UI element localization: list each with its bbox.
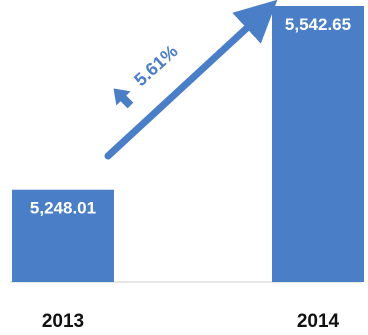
bar — [12, 189, 114, 282]
x-tick-label: 2013 — [42, 311, 84, 332]
x-tick-label: 2014 — [297, 311, 340, 332]
bar-2014: 5,542.65 — [272, 6, 364, 282]
growth-arrow — [104, 0, 278, 160]
data-label: 5,248.01 — [30, 199, 96, 218]
bar — [272, 6, 364, 282]
data-label: 5,542.65 — [285, 15, 351, 34]
bar-2013: 5,248.01 — [12, 189, 114, 282]
up-arrow-icon — [113, 88, 134, 109]
growth-label: 5.61% — [130, 41, 181, 90]
